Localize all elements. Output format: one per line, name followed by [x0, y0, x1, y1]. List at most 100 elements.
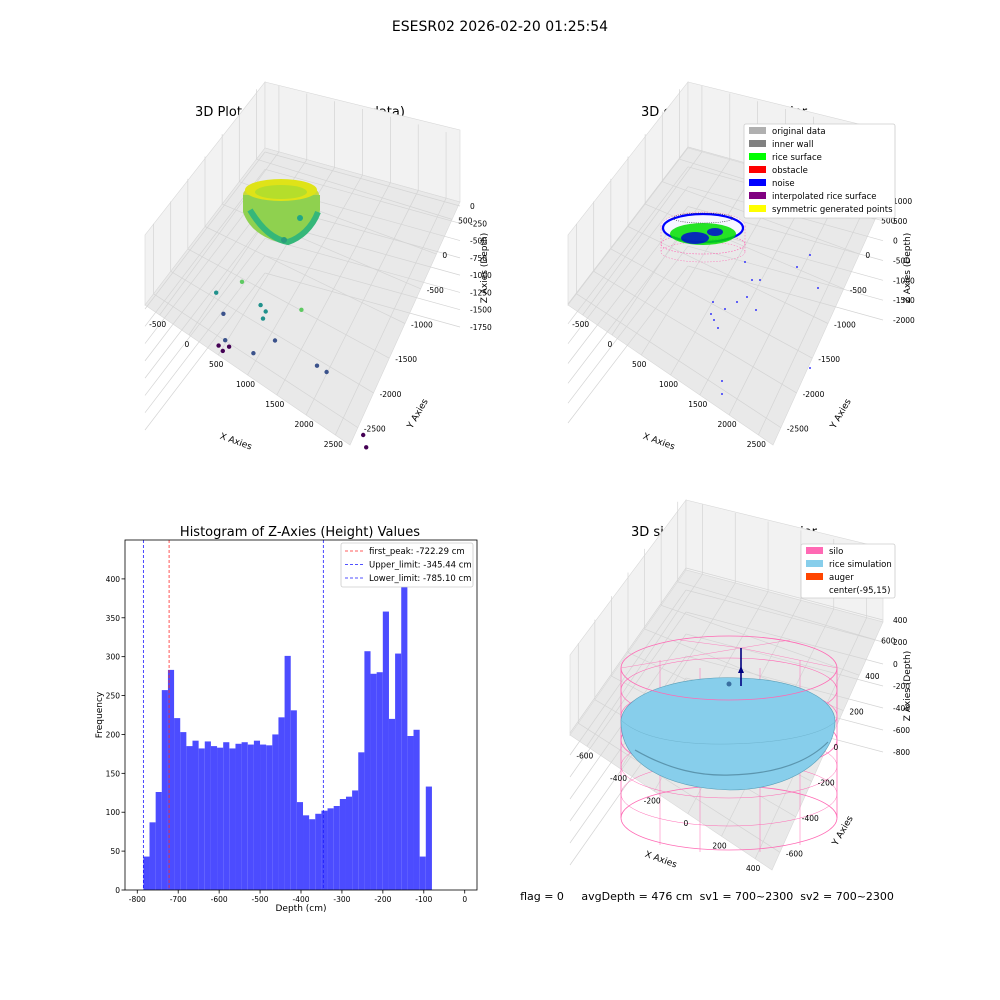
noise-point	[744, 261, 746, 263]
histogram-bar	[192, 740, 199, 890]
sim-z-tick-label: 200	[893, 638, 908, 647]
histogram-bar	[388, 718, 396, 890]
raw-y-tick-label: 0	[442, 251, 447, 260]
raw-data-point	[223, 338, 228, 343]
classify-x-tick-label: 1500	[688, 400, 707, 409]
raw-data-point	[216, 343, 221, 348]
sim-z-tick-label: -600	[893, 726, 910, 735]
sim-x-tick-label: 400	[746, 864, 761, 873]
noise-point	[717, 327, 719, 329]
classify-y-tick-label: -500	[850, 286, 867, 295]
raw-z-tick-label: -500	[470, 237, 487, 246]
histogram-bar	[345, 796, 353, 890]
histogram-bar	[186, 746, 193, 890]
classify-legend-label: obstacle	[772, 166, 808, 176]
raw-y-axis-label: Y Axies	[405, 397, 431, 431]
histogram-bar	[180, 732, 187, 890]
raw-y-tick-label: -1000	[411, 321, 433, 330]
histogram-bar	[210, 746, 218, 890]
raw-z-tick-label: 0	[470, 202, 475, 211]
histogram-bar	[309, 819, 316, 890]
classify-legend-label: original data	[772, 127, 826, 137]
noise-point	[809, 367, 811, 369]
histogram-bar	[352, 790, 359, 890]
histogram-bar	[229, 748, 236, 890]
raw-x-tick-label: 2000	[295, 420, 314, 429]
raw-y-tick-label: -1500	[395, 355, 417, 364]
classify-y-tick-label: -2000	[803, 390, 825, 399]
sim-z-axis-label: Z Axies (Depth)	[903, 651, 913, 722]
classify-x-tick-label: 500	[632, 360, 647, 369]
histogram-legend-label: Lower_limit: -785.10 cm	[369, 574, 471, 584]
histogram-bar	[296, 802, 304, 890]
noise-point	[724, 308, 726, 310]
simulation-legend-label: rice simulation	[829, 560, 892, 570]
histogram-bar	[370, 673, 377, 890]
raw-y-tick-label: -2500	[364, 425, 386, 434]
classify-legend-box	[743, 123, 896, 219]
noise-point	[713, 319, 715, 321]
classify-legend-swatch	[749, 166, 766, 173]
raw-data-point	[361, 432, 366, 438]
raw-x-axis-label: X Axies	[218, 432, 253, 453]
histogram-legend-label: first_peak: -722.29 cm	[369, 547, 465, 557]
histogram-y-tick-label: 0	[115, 886, 120, 895]
raw-y-tick-label: -500	[427, 286, 444, 295]
histogram-y-tick-label: 150	[106, 769, 121, 778]
histogram-bar	[303, 815, 310, 890]
raw-surface-cluster	[243, 179, 321, 246]
histogram-x-axis-label: Depth (cm)	[275, 904, 326, 914]
histogram-bar	[333, 806, 340, 890]
raw-data-point	[364, 445, 369, 450]
raw-scatter-panel: 3D Plot of Silo Interior(row data) -5000…	[144, 81, 492, 453]
histogram-y-tick-label: 300	[106, 653, 121, 662]
raw-z-tick-label: -1250	[470, 288, 492, 297]
sim-x-tick-label: 200	[712, 841, 727, 850]
histogram-bar	[260, 744, 267, 890]
raw-data-point	[251, 351, 256, 356]
histogram-bar	[155, 792, 162, 890]
sim-y-tick-label: -400	[802, 814, 819, 823]
histogram-bar	[327, 808, 334, 890]
histogram-bar	[247, 744, 254, 890]
sim-y-tick-label: 200	[849, 708, 864, 717]
classify-legend-label: rice surface	[772, 153, 822, 163]
histogram-title: Histogram of Z-Axies (Height) Values	[180, 525, 420, 540]
sim-y-tick-label: 0	[834, 743, 839, 752]
histogram-y-tick-label: 100	[106, 808, 121, 817]
classify-legend-label: interpolated rice surface	[772, 192, 877, 202]
classify-z-tick-label: 500	[893, 217, 908, 226]
classify-x-tick-label: -500	[572, 320, 589, 329]
classify-y-axis-label: Y Axies	[828, 397, 854, 431]
histogram-bar	[315, 813, 322, 890]
raw-y-tick-label: -2000	[380, 390, 402, 399]
histogram-bar	[425, 786, 432, 890]
sim-x-tick-label: -400	[610, 774, 627, 783]
histogram-x-tick-label: -800	[129, 895, 146, 904]
histogram-bar	[223, 742, 230, 890]
histogram-bar	[321, 810, 328, 890]
noise-point	[721, 393, 723, 395]
histogram-bar	[278, 717, 285, 890]
histogram-panel: Histogram of Z-Axies (Height) Values -80…	[95, 525, 478, 914]
histogram-bar	[358, 752, 365, 890]
sim-z-tick-label: 400	[893, 616, 908, 625]
sim-y-tick-label: -200	[818, 778, 835, 787]
simulation-legend-label: center(-95,15)	[829, 586, 890, 596]
silo-simulation-shape	[620, 635, 838, 852]
raw-floor-pane	[144, 147, 461, 446]
classify-y-tick-label: -2500	[787, 425, 809, 434]
histogram-x-tick-label: -300	[333, 895, 350, 904]
sim-x-tick-label: -600	[576, 751, 593, 760]
histogram-bar	[143, 856, 150, 890]
histogram-bar	[217, 747, 224, 890]
classify-z-axis-label: Z Axies (Depth)	[903, 233, 913, 304]
classify-x-tick-label: 1000	[659, 380, 678, 389]
classify-legend-swatch	[749, 205, 766, 212]
sim-z-tick-label: -800	[893, 748, 910, 757]
raw-x-tick-label: 1000	[236, 380, 255, 389]
sim-y-tick-label: 400	[865, 672, 880, 681]
sim-y-tick-label: -600	[786, 849, 803, 858]
classify-legend-swatch	[749, 127, 766, 134]
